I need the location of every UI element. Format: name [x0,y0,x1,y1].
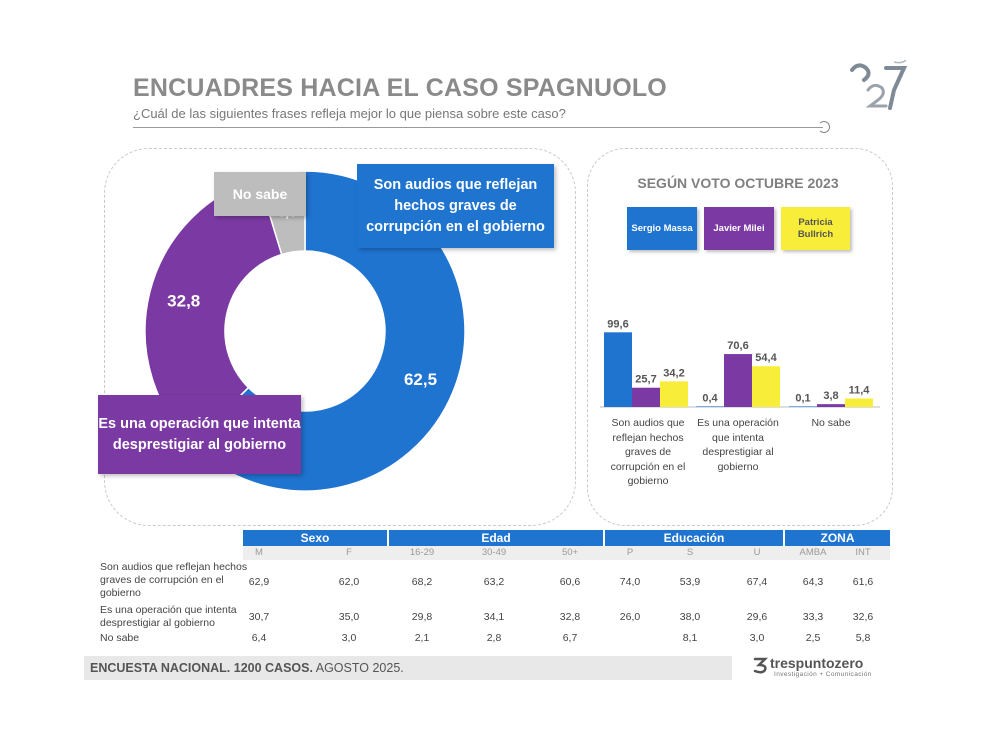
table-column-header: P [626,547,634,558]
bar-milei [817,404,845,407]
table-cell: 60,6 [559,576,581,588]
bar-value-label: 99,6 [607,318,628,330]
bar-massa [696,406,724,407]
bar-bullrich [752,366,780,407]
bar-massa [604,332,632,407]
table-column-header: 16-29 [409,547,435,558]
table-column-header: AMBA [799,547,827,558]
legend-massa: Sergio Massa [627,207,697,250]
bar-value-label: 54,4 [755,352,777,364]
bar-value-label: 70,6 [727,340,748,352]
table-column-header: S [686,547,694,558]
bar-value-label: 11,4 [849,384,871,396]
table-cell: 5,8 [855,632,871,644]
bar-value-label: 0,1 [795,392,810,404]
table-row-label: Es una operación que intenta desprestigi… [100,604,237,629]
table-column-header: INT [855,547,871,558]
table-cell: 74,0 [619,576,641,588]
table-cell: 3,0 [341,632,357,644]
table-cell: 33,3 [802,611,824,623]
footer-text: ENCUESTA NACIONAL. 1200 CASOS. AGOSTO 20… [90,661,404,675]
table-cell: 35,0 [338,611,360,623]
table-cell: 30,7 [248,611,270,623]
donut-value-label: 62,5 [404,370,437,389]
table-cell: 2,5 [805,632,821,644]
table-row-label: Son audios que reflejan hechos graves de… [100,561,248,599]
table-group-header: ZONA [785,530,890,546]
bar-massa [789,406,817,407]
bar-category-label: Es una operación que intenta desprestigi… [697,417,779,473]
page-title: ENCUADRES HACIA EL CASO SPAGNUOLO [133,74,667,102]
callout-corruption: Son audios que reflejan hechos graves de… [357,164,554,248]
table-cell: 32,6 [852,611,874,623]
table-cell: 61,6 [852,576,874,588]
logo-icon [850,60,908,110]
table-column-header: 50+ [561,547,579,558]
table-column-header: U [753,547,761,558]
table-group-header: Sexo [243,530,387,546]
divider-swirl-icon [818,121,830,133]
table-cell: 67,4 [746,576,768,588]
bar-value-label: 25,7 [635,374,656,386]
bar-category-label: No sabe [811,417,851,429]
table-subheader-bar [243,546,890,560]
donut-panel [104,148,576,526]
table-cell: 34,1 [483,611,505,623]
table-cell: 2,1 [414,632,430,644]
table-cell: 29,8 [411,611,433,623]
footer-bar [84,656,732,680]
table-cell: 62,9 [248,576,270,588]
vote-bar-chart: 99,6 25,7 34,2 0,4 70,6 54,4 0,1 3,8 11,4 [600,318,880,408]
table-cell: 32,8 [559,611,581,623]
table-cell: 38,0 [679,611,701,623]
table-cell: 53,9 [679,576,701,588]
table-cell: 2,8 [486,632,502,644]
table-column-header: M [255,547,263,558]
table-cell: 26,0 [619,611,641,623]
bar-bullrich [660,381,688,407]
bar-value-label: 3,8 [823,390,838,402]
table-cell: 8,1 [682,632,698,644]
table-cell: 63,2 [483,576,505,588]
brand-tagline: Investigación + Comunicación [774,671,872,678]
callout-operation: Es una operación que intenta desprestigi… [98,395,301,474]
bar-milei [724,354,752,407]
table-group-header: Edad [389,530,603,546]
bar-category-label: Son audios que reflejan hechos graves de… [610,417,686,487]
table-cell: 6,7 [562,632,578,644]
table-cell: 68,2 [411,576,433,588]
table-column-header: F [346,547,352,558]
table-cell: 29,6 [746,611,768,623]
table-cell: 3,0 [749,632,765,644]
page-subtitle: ¿Cuál de las siguientes frases refleja m… [133,106,566,121]
donut-value-label: 32,8 [167,292,200,311]
legend-milei: Javier Milei [704,207,774,250]
bar-milei [632,387,660,407]
vote-panel [587,148,893,526]
table-cell: 62,0 [338,576,360,588]
table-cell: 6,4 [251,632,267,644]
bar-value-label: 0,4 [702,392,718,404]
bar-bullrich [845,398,873,407]
brand-logo-icon [753,657,769,674]
table-column-header: 30-49 [481,547,507,558]
table-group-header: Educación [605,530,783,546]
bar-value-label: 34,2 [663,367,684,379]
table-cell: 64,3 [802,576,824,588]
brand-name: trespuntozero [770,655,864,671]
vote-chart-title: SEGÚN VOTO OCTUBRE 2023 [637,175,839,191]
callout-no-sabe: No sabe [214,172,306,216]
legend-bullrich: Patricia Bullrich [781,207,850,250]
table-row-label: No sabe [100,632,140,644]
title-divider [133,127,823,128]
